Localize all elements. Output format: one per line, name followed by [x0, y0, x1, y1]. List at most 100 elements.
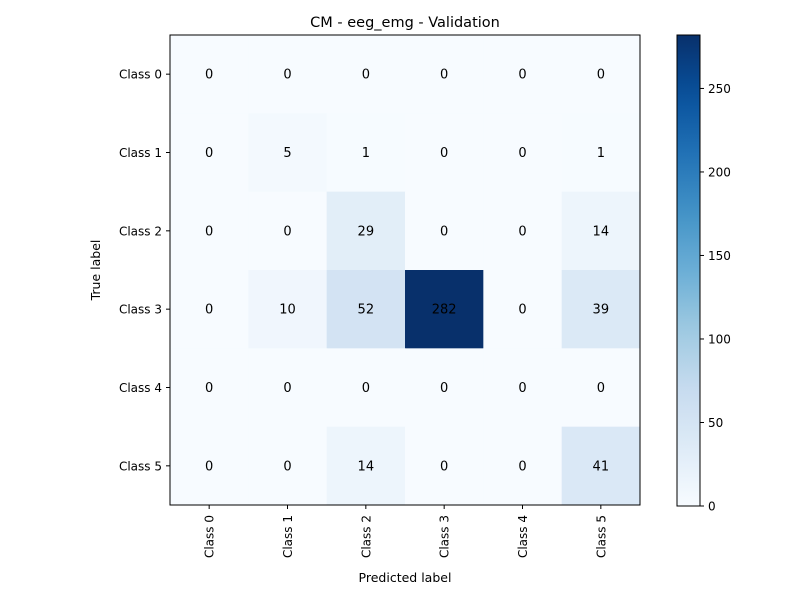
heatmap-cell	[326, 35, 406, 114]
colorbar-tick-label: 150	[708, 249, 731, 263]
cell-value-label: 282	[432, 303, 457, 318]
cell-value-label: 0	[283, 459, 291, 474]
chart-title: CM - eeg_emg - Validation	[310, 15, 500, 31]
heatmap-cell	[326, 191, 406, 271]
cell-value-label: 0	[205, 381, 213, 396]
heatmap-cell	[170, 348, 249, 428]
heatmap-cell	[170, 426, 249, 506]
heatmap-cell	[405, 270, 484, 349]
colorbar-tick-label: 250	[708, 82, 731, 96]
heatmap-cell	[483, 348, 563, 428]
x-tick-label: Class 2	[359, 515, 373, 558]
cell-value-label: 0	[518, 459, 526, 474]
heatmap-cell	[326, 426, 406, 506]
cell-value-label: 29	[358, 224, 375, 239]
cell-value-label: 0	[283, 224, 291, 239]
cell-value-label: 5	[283, 146, 291, 161]
cell-value-label: 0	[518, 146, 526, 161]
x-tick-label: Class 4	[516, 515, 530, 558]
heatmap-cell	[326, 270, 406, 349]
heatmap-cell	[326, 348, 406, 428]
cell-value-label: 0	[362, 68, 370, 83]
cell-value-label: 0	[362, 381, 370, 396]
cell-value-label: 14	[358, 459, 375, 474]
heatmap-cell	[248, 191, 328, 271]
heatmap-cell	[170, 191, 249, 271]
y-axis-ticks: Class 0 Class 1 Class 2 Class 3 Class 4 Class…	[119, 68, 170, 473]
heatmap-cell	[561, 348, 641, 428]
colorbar-ticks: 0 50 100 150 200 250	[700, 82, 731, 514]
colorbar-tick-label: 50	[708, 416, 723, 430]
cell-value-label: 0	[205, 68, 213, 83]
heatmap-cell	[483, 191, 563, 271]
cell-value-label: 0	[205, 303, 213, 318]
cell-value-label: 1	[597, 146, 605, 161]
colorbar-tick-label: 100	[708, 332, 731, 346]
colorbar-frame	[676, 34, 701, 507]
heatmap-cell	[405, 35, 484, 114]
cell-value-label: 39	[593, 303, 610, 318]
heatmap-cell	[561, 35, 641, 114]
colorbar	[677, 35, 700, 506]
heatmap-cell	[248, 270, 328, 349]
heatmap-cell	[561, 191, 641, 271]
y-tick-label: Class 0	[119, 68, 162, 82]
heatmap-cell	[326, 113, 406, 193]
plot-frame	[169, 34, 641, 506]
y-tick-label: Class 3	[119, 303, 162, 317]
cell-value-label: 0	[597, 68, 605, 83]
heatmap-cell	[248, 426, 328, 506]
cell-value-label: 0	[440, 146, 448, 161]
cell-value-label: 0	[518, 68, 526, 83]
cell-value-label: 0	[518, 224, 526, 239]
cell-value-label: 0	[440, 459, 448, 474]
cell-value-label: 0	[518, 381, 526, 396]
heatmap-cell	[561, 426, 641, 506]
heatmap-cell	[170, 270, 249, 349]
x-axis-ticks: Class 0 Class 1 Class 2 Class 3 Class 4 Class…	[203, 505, 608, 558]
heatmap-cell	[170, 113, 249, 193]
heatmap-cell	[483, 35, 563, 114]
x-axis-label: Predicted label	[359, 570, 452, 585]
cell-value-label: 41	[593, 459, 610, 474]
cell-value-label: 0	[205, 146, 213, 161]
cell-value-label: 0	[440, 381, 448, 396]
cell-value-label: 0	[205, 224, 213, 239]
heatmap-cell	[483, 426, 563, 506]
heatmap-cell	[561, 113, 641, 193]
y-tick-label: Class 2	[119, 224, 162, 238]
heatmap-cell	[483, 270, 563, 349]
heatmap-cell	[248, 35, 328, 114]
y-axis-label: True label	[88, 240, 103, 302]
cell-value-label: 0	[597, 381, 605, 396]
x-tick-label: Class 3	[438, 515, 452, 558]
cell-value-label: 10	[279, 303, 296, 318]
heatmap-cell	[561, 270, 641, 349]
heatmap-cell	[248, 113, 328, 193]
y-tick-label: Class 5	[119, 459, 162, 473]
cell-value-label: 0	[205, 459, 213, 474]
x-tick-label: Class 5	[594, 515, 608, 558]
cell-value-label: 14	[593, 224, 610, 239]
y-tick-label: Class 1	[119, 146, 162, 160]
cell-value-label: 0	[283, 68, 291, 83]
heatmap-cell	[405, 426, 484, 506]
heatmap-cell	[405, 191, 484, 271]
cell-value-label: 0	[440, 224, 448, 239]
cell-value-label: 0	[518, 303, 526, 318]
cell-value-label: 0	[283, 381, 291, 396]
y-tick-label: Class 4	[119, 381, 162, 395]
heatmap-cells	[170, 35, 641, 506]
x-tick-label: Class 0	[203, 515, 217, 558]
heatmap-cell	[170, 35, 249, 114]
cell-value-label: 52	[358, 303, 375, 318]
heatmap-cell	[405, 348, 484, 428]
cell-value-label: 0	[440, 68, 448, 83]
heatmap-cell-labels: 0 0 0 0 0 00 5 1 0 0 10 0 29 0 0 140 10 52 282 0 390 0 0 0 0 00 0 1…	[205, 68, 609, 475]
heatmap-cell	[405, 113, 484, 193]
heatmap-cell	[248, 348, 328, 428]
colorbar-tick-label: 200	[708, 165, 731, 179]
colorbar-tick-label: 0	[708, 500, 716, 514]
cell-value-label: 1	[362, 146, 370, 161]
